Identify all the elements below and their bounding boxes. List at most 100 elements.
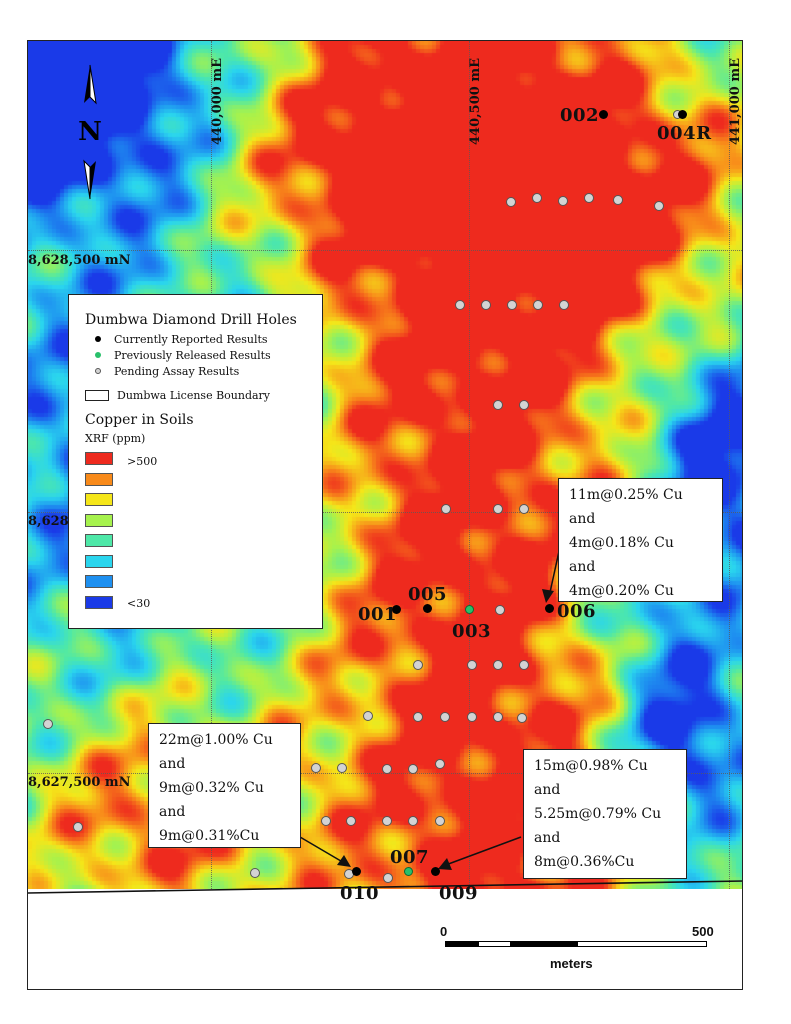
drill-hole-pending[interactable]: [493, 660, 503, 670]
callout-line: and: [534, 782, 561, 798]
drill-hole-pending[interactable]: [506, 197, 516, 207]
drill-hole-pending[interactable]: [493, 712, 503, 722]
northing-label-8627500: 8,627,500 mN: [28, 775, 131, 790]
drill-hole-pending[interactable]: [481, 300, 491, 310]
hole-label-003: 003: [452, 621, 492, 642]
drill-hole-pending[interactable]: [532, 193, 542, 203]
callout-line: 9m@0.32% Cu: [159, 780, 264, 796]
drill-hole-pending[interactable]: [467, 712, 477, 722]
callout-line: and: [569, 559, 596, 575]
drill-hole-pending[interactable]: [337, 763, 347, 773]
drill-hole-pending[interactable]: [250, 868, 260, 878]
grid-line-441000: [729, 41, 730, 891]
drill-hole-pending[interactable]: [507, 300, 517, 310]
drill-hole-pending[interactable]: [382, 764, 392, 774]
legend-panel: Dumbwa Diamond Drill Holes Currently Rep…: [68, 294, 323, 629]
callout-line: 11m@0.25% Cu: [569, 487, 683, 503]
drill-hole-pending[interactable]: [559, 300, 569, 310]
drill-hole-004R[interactable]: [678, 110, 687, 119]
hole-label-001: 001: [358, 604, 398, 625]
hole-label-004R: 004R: [657, 123, 712, 144]
callout-line: 8m@0.36%Cu: [534, 854, 635, 870]
drill-hole-pending[interactable]: [584, 193, 594, 203]
drill-hole-003[interactable]: [465, 605, 474, 614]
legend-title: Dumbwa Diamond Drill Holes: [85, 312, 297, 328]
callout-line: 9m@0.31%Cu: [159, 828, 260, 844]
easting-label-440500: 440,500 mE: [468, 58, 483, 145]
hole-label-007: 007: [390, 847, 430, 868]
drill-hole-pending[interactable]: [533, 300, 543, 310]
callout-line: 4m@0.20% Cu: [569, 583, 674, 599]
callout-010: 22m@1.00% Cu and 9m@0.32% Cu and 9m@0.31…: [148, 723, 301, 848]
drill-hole-pending[interactable]: [383, 873, 393, 883]
callout-006: 11m@0.25% Cu and 4m@0.18% Cu and 4m@0.20…: [558, 478, 723, 602]
drill-hole-pending[interactable]: [441, 504, 451, 514]
callout-line: 15m@0.98% Cu: [534, 758, 648, 774]
grey-dot-icon: [95, 368, 101, 374]
drill-hole-pending[interactable]: [346, 816, 356, 826]
drill-hole-007[interactable]: [404, 867, 413, 876]
drill-hole-pending[interactable]: [495, 605, 505, 615]
drill-hole-010[interactable]: [352, 867, 361, 876]
hole-label-002: 002: [560, 105, 600, 126]
legend-swatch: [85, 452, 113, 465]
drill-hole-pending[interactable]: [493, 504, 503, 514]
drill-hole-pending[interactable]: [455, 300, 465, 310]
black-dot-icon: [95, 336, 101, 342]
easting-label-440000: 440,000 mE: [210, 58, 225, 145]
drill-hole-006[interactable]: [545, 604, 554, 613]
soils-title: Copper in Soils: [85, 412, 194, 428]
legend-swatch: [85, 472, 113, 486]
hole-label-009: 009: [439, 883, 479, 904]
legend-item-label: Previously Released Results: [114, 348, 271, 362]
scale-max-label: 500: [692, 924, 714, 939]
drill-hole-pending[interactable]: [321, 816, 331, 826]
hole-label-010: 010: [340, 883, 380, 904]
drill-hole-pending[interactable]: [408, 764, 418, 774]
drill-hole-pending[interactable]: [519, 660, 529, 670]
drill-hole-pending[interactable]: [654, 201, 664, 211]
hole-label-006: 006: [557, 601, 597, 622]
callout-line: 22m@1.00% Cu: [159, 732, 273, 748]
drill-hole-002[interactable]: [599, 110, 608, 119]
drill-hole-pending[interactable]: [493, 400, 503, 410]
drill-hole-pending[interactable]: [467, 660, 477, 670]
drill-hole-pending[interactable]: [382, 816, 392, 826]
drill-hole-pending[interactable]: [435, 759, 445, 769]
legend-swatch: [85, 493, 113, 506]
scale-zero-label: 0: [440, 924, 448, 939]
drill-hole-pending[interactable]: [408, 816, 418, 826]
drill-hole-pending[interactable]: [517, 713, 527, 723]
drill-hole-009[interactable]: [431, 867, 440, 876]
legend-item-label: Currently Reported Results: [114, 332, 268, 346]
drill-hole-pending[interactable]: [519, 504, 529, 514]
drill-hole-pending[interactable]: [613, 195, 623, 205]
legend-item-boundary: Dumbwa License Boundary: [85, 388, 270, 402]
drill-hole-pending[interactable]: [519, 400, 529, 410]
drill-hole-pending[interactable]: [363, 711, 373, 721]
callout-line: and: [159, 804, 186, 820]
license-boundary: [28, 532, 742, 989]
north-label: N: [78, 117, 102, 147]
drill-hole-pending[interactable]: [413, 660, 423, 670]
callout-line: and: [569, 511, 596, 527]
northing-label-8628000: 8,628: [28, 514, 69, 529]
drill-hole-pending[interactable]: [311, 763, 321, 773]
callout-line: and: [159, 756, 186, 772]
drill-hole-pending[interactable]: [435, 816, 445, 826]
drill-hole-pending[interactable]: [440, 712, 450, 722]
callout-line: 4m@0.18% Cu: [569, 535, 674, 551]
northing-label-8628500: 8,628,500 mN: [28, 253, 131, 268]
drill-hole-pending[interactable]: [43, 719, 53, 729]
drill-hole-pending[interactable]: [558, 196, 568, 206]
legend-swatch: [85, 534, 113, 547]
legend-item-previous: Previously Released Results: [85, 348, 271, 362]
drill-hole-pending[interactable]: [413, 712, 423, 722]
north-arrow-icon: [83, 64, 97, 200]
drill-hole-001[interactable]: [392, 605, 401, 614]
legend-item-label: Pending Assay Results: [114, 364, 240, 378]
drill-hole-005[interactable]: [423, 604, 432, 613]
grid-line-8628000: [28, 512, 742, 513]
map-frame: 440,000 mE 440,500 mE 441,000 mE 8,628,5…: [27, 40, 743, 990]
drill-hole-pending[interactable]: [73, 822, 83, 832]
